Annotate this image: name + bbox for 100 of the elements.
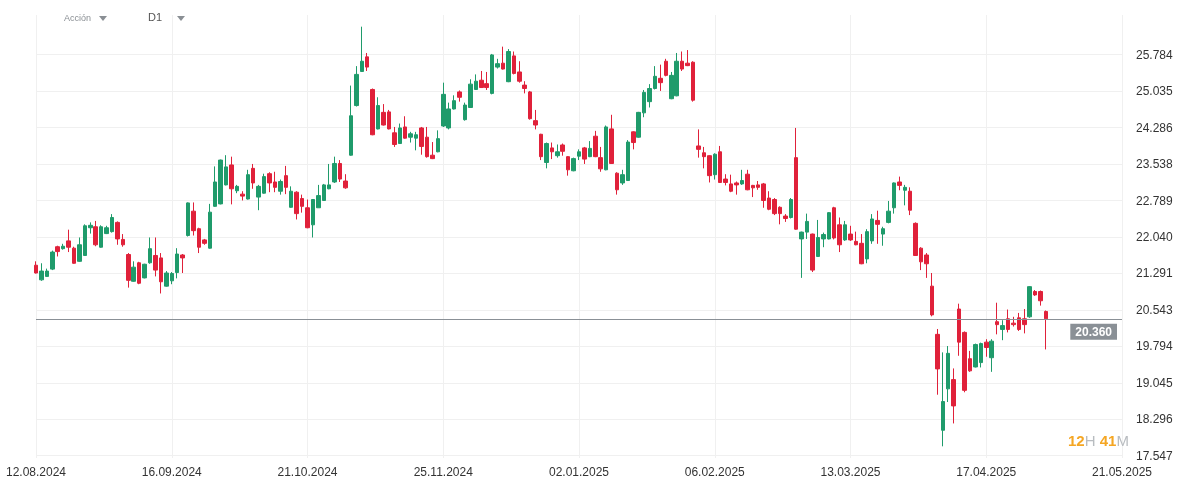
candlestick bbox=[544, 142, 549, 169]
candlestick bbox=[615, 171, 619, 196]
candlestick bbox=[137, 261, 141, 285]
candlestick bbox=[50, 250, 55, 271]
candlestick bbox=[539, 133, 543, 161]
candlestick bbox=[1044, 310, 1048, 350]
candlestick bbox=[436, 129, 440, 153]
candlestick bbox=[332, 156, 337, 184]
candlestick bbox=[72, 246, 76, 265]
y-tick-label: 22.789 bbox=[1136, 193, 1174, 208]
candlestick bbox=[989, 338, 994, 373]
candlestick bbox=[338, 159, 342, 183]
candlestick bbox=[908, 186, 912, 216]
candlestick bbox=[229, 156, 234, 205]
candlestick bbox=[664, 58, 668, 77]
candlestick bbox=[403, 115, 407, 140]
x-tick-label: 21.10.2024 bbox=[277, 465, 338, 479]
y-tick-label: 25.035 bbox=[1136, 84, 1174, 99]
candlestick bbox=[1000, 319, 1005, 341]
candlestick bbox=[571, 157, 576, 172]
candlestick bbox=[246, 169, 250, 200]
candlestick bbox=[658, 64, 663, 92]
candlestick bbox=[843, 220, 847, 242]
candlestick bbox=[376, 96, 380, 130]
x-tick-label: 06.02.2025 bbox=[684, 465, 746, 479]
annotation: D1 bbox=[148, 11, 163, 23]
candlestick bbox=[1027, 285, 1032, 319]
candlestick bbox=[278, 179, 283, 196]
candlestick bbox=[941, 351, 945, 447]
candlestick bbox=[783, 213, 788, 223]
x-tick-label: 12.08.2024 bbox=[5, 465, 67, 479]
y-tick-label: 17.547 bbox=[1136, 448, 1174, 463]
candlestick bbox=[235, 184, 239, 194]
candlestick bbox=[713, 152, 717, 181]
candlestick bbox=[186, 201, 190, 237]
candlestick bbox=[392, 126, 397, 148]
candlestick bbox=[892, 181, 896, 215]
candlestick bbox=[126, 252, 131, 289]
candlestick bbox=[604, 125, 608, 171]
y-tick-label: 20.543 bbox=[1136, 302, 1174, 317]
candlestick bbox=[142, 263, 147, 279]
candlestick bbox=[609, 114, 614, 165]
x-tick-label: 25.11.2024 bbox=[413, 465, 474, 479]
candlestick bbox=[794, 127, 798, 231]
candlestick bbox=[528, 90, 532, 121]
candlestick bbox=[360, 26, 364, 73]
candlestick bbox=[93, 220, 98, 247]
annotation: Acción bbox=[64, 13, 92, 23]
y-tick-label: 23.538 bbox=[1136, 157, 1174, 172]
candlestick bbox=[577, 148, 581, 161]
candlestick bbox=[208, 203, 212, 250]
candlestick bbox=[34, 260, 38, 274]
candlestick bbox=[305, 199, 310, 229]
candlestick bbox=[175, 247, 179, 279]
candlestick bbox=[55, 245, 60, 257]
candlestick bbox=[370, 88, 375, 136]
candlestick bbox=[457, 89, 462, 103]
candlestick bbox=[951, 367, 956, 424]
candlestick bbox=[560, 143, 565, 157]
candlestick bbox=[566, 155, 570, 177]
x-tick-label: 21.05.2025 bbox=[1091, 465, 1153, 479]
candlestick bbox=[995, 302, 999, 335]
candlestick bbox=[588, 140, 592, 158]
candlestick bbox=[365, 52, 369, 72]
annotation: 12H 41M bbox=[1068, 432, 1129, 449]
candlestick bbox=[984, 338, 989, 358]
x-tick-label: 16.09.2024 bbox=[141, 465, 203, 479]
candlestick bbox=[935, 328, 940, 396]
candlestick bbox=[251, 163, 255, 190]
x-tick-label: 13.03.2025 bbox=[820, 465, 881, 479]
candlestick bbox=[398, 123, 402, 145]
x-tick-label: 17.04.2025 bbox=[956, 465, 1017, 479]
candlestick bbox=[354, 65, 359, 108]
candlestick bbox=[506, 48, 511, 83]
candlestick bbox=[930, 272, 934, 317]
y-tick-label: 19.794 bbox=[1136, 339, 1174, 354]
candlestick bbox=[897, 176, 902, 191]
y-tick-label: 25.784 bbox=[1136, 47, 1174, 62]
candlestick bbox=[240, 190, 245, 201]
candlestick bbox=[550, 142, 554, 160]
candlestick bbox=[789, 197, 793, 219]
candlestick bbox=[289, 185, 293, 209]
candlestick bbox=[740, 169, 744, 186]
candlestick bbox=[881, 226, 885, 247]
candlestick bbox=[886, 200, 891, 224]
candlestick bbox=[631, 130, 636, 150]
candlestick bbox=[598, 146, 603, 173]
candlestick bbox=[501, 46, 505, 71]
candlestick bbox=[131, 260, 136, 283]
candlestick bbox=[284, 165, 288, 195]
candlestick bbox=[593, 130, 598, 158]
candlestick bbox=[180, 253, 185, 274]
candlestick bbox=[343, 173, 348, 190]
candlestick bbox=[555, 143, 560, 159]
candlestick bbox=[696, 128, 701, 159]
candlestick bbox=[582, 146, 587, 165]
y-tick-label: 22.040 bbox=[1136, 229, 1174, 244]
y-tick-label: 18.296 bbox=[1136, 412, 1174, 427]
y-tick-label: 19.045 bbox=[1136, 375, 1174, 390]
candlestick bbox=[946, 345, 950, 403]
